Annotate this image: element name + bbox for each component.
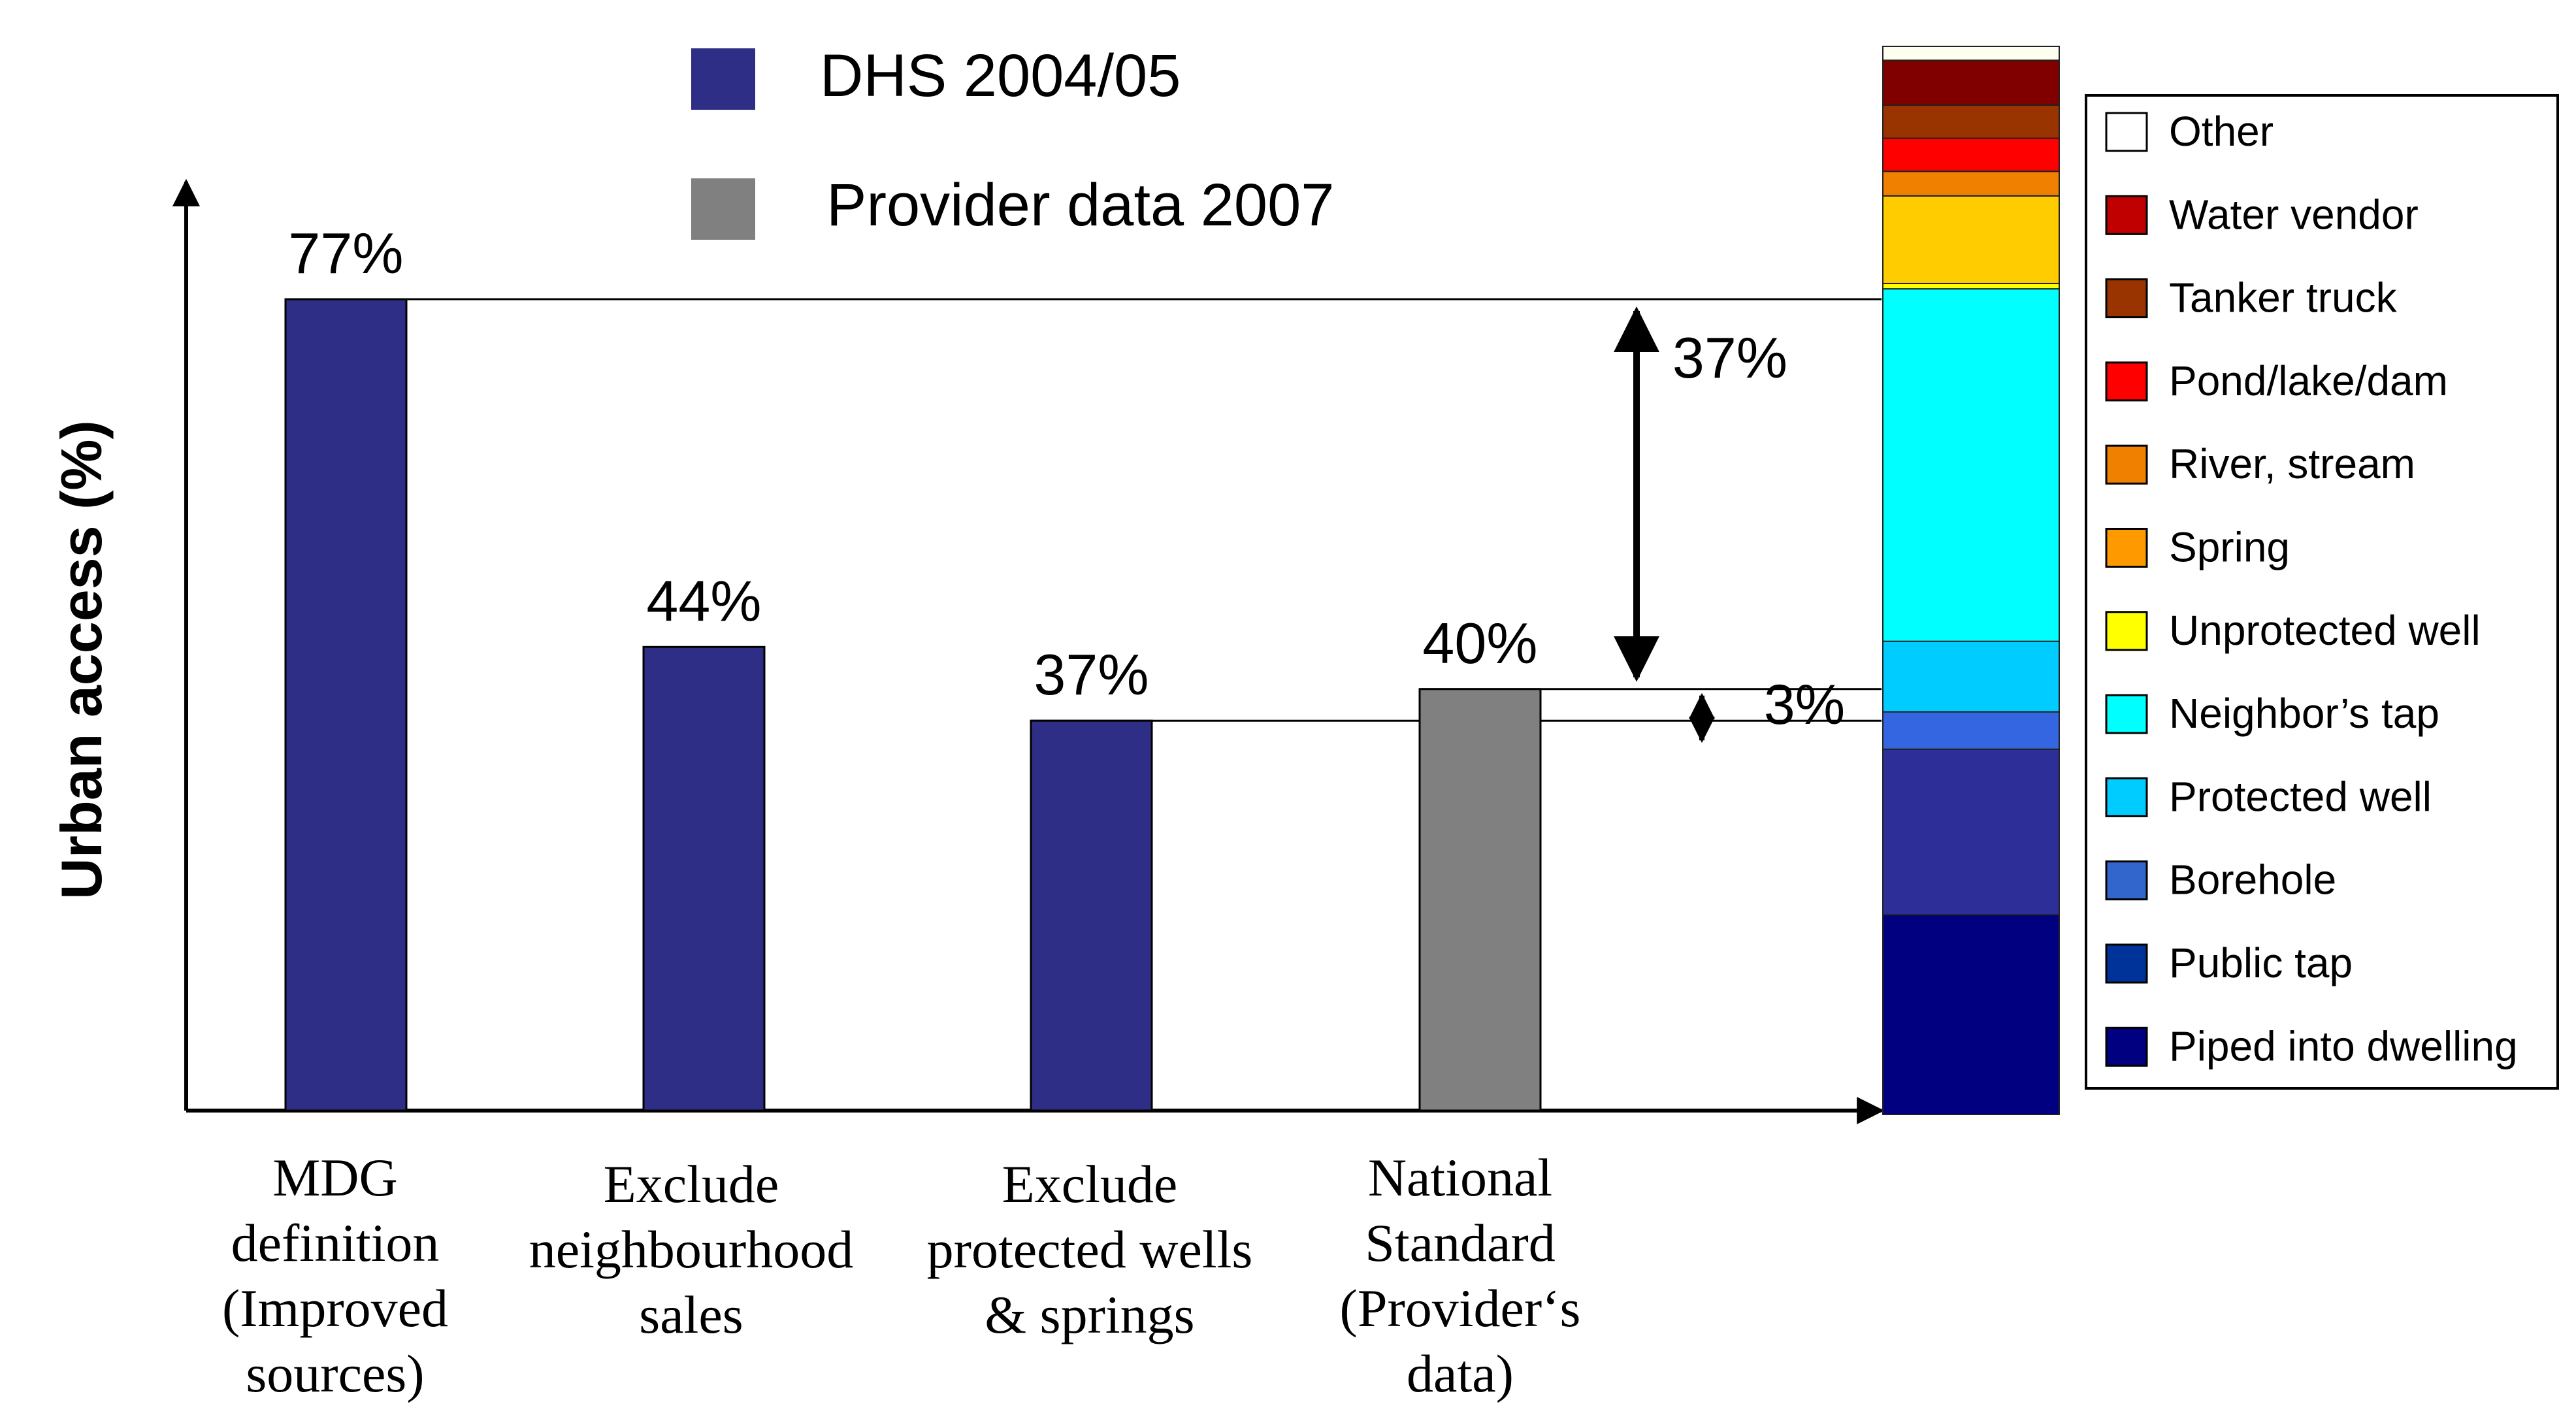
stacked-segment-piped-into-dwelling (1882, 914, 2060, 1115)
bar-value-label: 77% (288, 221, 403, 285)
source-legend-swatch (2105, 694, 2148, 734)
stacked-segment-neighbor-s-tap (1882, 288, 2060, 642)
source-legend-swatch (2105, 1026, 2148, 1067)
legend-swatch-dhs (691, 48, 755, 110)
stacked-segment-water-vendor (1882, 59, 2060, 106)
bar-value-label: 37% (1034, 642, 1149, 707)
source-legend-swatch (2105, 444, 2148, 485)
source-legend-label: Water vendor (2169, 191, 2419, 238)
category-label-line: & springs (985, 1285, 1194, 1344)
bar-4 (1418, 688, 1542, 1112)
source-legend-swatch (2105, 777, 2148, 817)
stacked-segment-river-stream (1882, 171, 2060, 197)
source-legend-label: Borehole (2169, 856, 2336, 903)
source-legend-swatch (2105, 112, 2148, 152)
source-legend-label: River, stream (2169, 440, 2415, 487)
stacked-segment-protected-well (1882, 640, 2060, 713)
source-legend-label: Pond/lake/dam (2169, 357, 2448, 404)
bar-1 (284, 298, 408, 1112)
legend-label-provider: Provider data 2007 (826, 172, 1334, 238)
source-legend-label: Piped into dwelling (2169, 1022, 2518, 1069)
stacked-segment-public-tap (1882, 748, 2060, 916)
stacked-segment-other (1882, 46, 2060, 61)
source-legend-swatch (2105, 278, 2148, 319)
category-label-line: sales (639, 1285, 743, 1344)
source-legend-label: Protected well (2169, 773, 2432, 820)
legend-swatch-provider (691, 178, 755, 240)
category-label-line: (Provider‘s (1340, 1278, 1581, 1338)
source-legend-box (2085, 94, 2559, 1090)
source-legend-label: Unprotected well (2169, 607, 2481, 654)
category-label-line: data) (1407, 1344, 1514, 1403)
bar-value-label: 40% (1422, 611, 1537, 675)
source-legend-label: Public tap (2169, 939, 2353, 986)
category-label-line: (Improved (222, 1278, 448, 1338)
bar-3 (1030, 719, 1153, 1112)
category-label-line: definition (231, 1213, 440, 1273)
y-axis-label: Urban access (%) (49, 420, 114, 900)
source-legend-swatch (2105, 611, 2148, 651)
source-legend-swatch (2105, 361, 2148, 402)
stacked-segment-spring (1882, 195, 2060, 284)
category-label-line: MDG (272, 1148, 397, 1207)
source-legend-label: Neighbor’s tap (2169, 690, 2439, 737)
stacked-segment-unprotected-well (1882, 282, 2060, 290)
source-legend-swatch (2105, 528, 2148, 568)
category-label-line: sources) (246, 1344, 424, 1403)
category-label-line: protected wells (927, 1220, 1253, 1279)
source-legend-swatch (2105, 943, 2148, 984)
category-label-line: Exclude (1002, 1154, 1178, 1214)
source-legend-label: Spring (2169, 524, 2290, 571)
stacked-segment-tanker-truck (1882, 104, 2060, 139)
bar-value-label: 44% (646, 568, 761, 633)
gap-annotation-3: 3% (1764, 674, 1845, 736)
source-legend-swatch (2105, 195, 2148, 235)
category-label-line: Standard (1365, 1213, 1555, 1273)
category-label-line: National (1368, 1148, 1552, 1207)
stacked-segment-borehole (1882, 711, 2060, 750)
source-legend-label: Tanker truck (2169, 274, 2398, 321)
legend-label-dhs: DHS 2004/05 (820, 42, 1181, 109)
source-legend-label: Other (2169, 108, 2274, 155)
gap-annotation-37: 37% (1672, 325, 1787, 390)
bar-2 (642, 645, 766, 1112)
category-label-line: neighbourhood (529, 1220, 853, 1279)
stacked-segment-pond-lake-dam (1882, 137, 2060, 172)
source-legend-swatch (2105, 860, 2148, 901)
category-label-line: Exclude (604, 1154, 779, 1214)
